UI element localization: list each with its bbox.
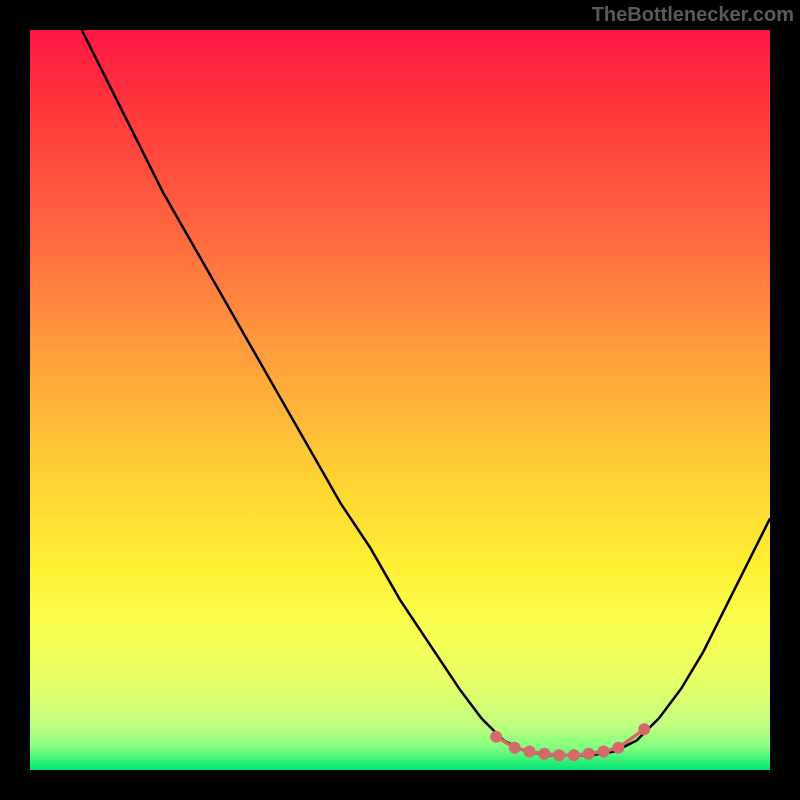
marker-point bbox=[568, 749, 580, 761]
marker-point bbox=[490, 731, 502, 743]
chart-plot-area bbox=[30, 30, 770, 770]
marker-point bbox=[524, 746, 536, 758]
marker-point bbox=[583, 748, 595, 760]
watermark-text: TheBottlenecker.com bbox=[592, 4, 794, 27]
gradient-background bbox=[30, 30, 770, 770]
marker-point bbox=[538, 748, 550, 760]
marker-point bbox=[553, 749, 565, 761]
marker-point bbox=[638, 723, 650, 735]
marker-point bbox=[598, 746, 610, 758]
marker-point bbox=[612, 742, 624, 754]
marker-point bbox=[509, 742, 521, 754]
chart-svg bbox=[30, 30, 770, 770]
